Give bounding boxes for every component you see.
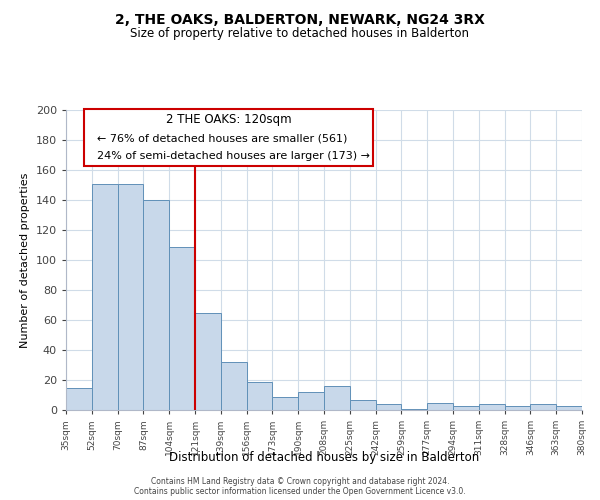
Bar	[143, 200, 169, 410]
Bar	[556, 406, 582, 410]
Bar	[118, 184, 143, 410]
Y-axis label: Number of detached properties: Number of detached properties	[20, 172, 30, 348]
Bar	[272, 396, 298, 410]
Bar	[66, 388, 92, 410]
Text: Size of property relative to detached houses in Balderton: Size of property relative to detached ho…	[131, 28, 470, 40]
Text: 2, THE OAKS, BALDERTON, NEWARK, NG24 3RX: 2, THE OAKS, BALDERTON, NEWARK, NG24 3RX	[115, 12, 485, 26]
Bar	[350, 400, 376, 410]
Bar	[401, 408, 427, 410]
Text: Contains HM Land Registry data © Crown copyright and database right 2024.: Contains HM Land Registry data © Crown c…	[151, 476, 449, 486]
Bar	[530, 404, 556, 410]
Bar	[247, 382, 272, 410]
Bar	[298, 392, 324, 410]
Text: Distribution of detached houses by size in Balderton: Distribution of detached houses by size …	[169, 451, 479, 464]
Text: Contains public sector information licensed under the Open Government Licence v3: Contains public sector information licen…	[134, 486, 466, 496]
Bar	[505, 406, 530, 410]
Bar	[427, 402, 453, 410]
Bar	[479, 404, 505, 410]
Text: 2 THE OAKS: 120sqm: 2 THE OAKS: 120sqm	[166, 113, 292, 126]
Bar	[195, 312, 221, 410]
Bar	[324, 386, 350, 410]
Bar	[92, 184, 118, 410]
Bar	[169, 246, 195, 410]
Bar	[221, 362, 247, 410]
Text: ← 76% of detached houses are smaller (561): ← 76% of detached houses are smaller (56…	[97, 133, 347, 143]
Bar	[453, 406, 479, 410]
Text: 24% of semi-detached houses are larger (173) →: 24% of semi-detached houses are larger (…	[97, 151, 370, 161]
Bar	[376, 404, 401, 410]
FancyBboxPatch shape	[84, 108, 373, 166]
